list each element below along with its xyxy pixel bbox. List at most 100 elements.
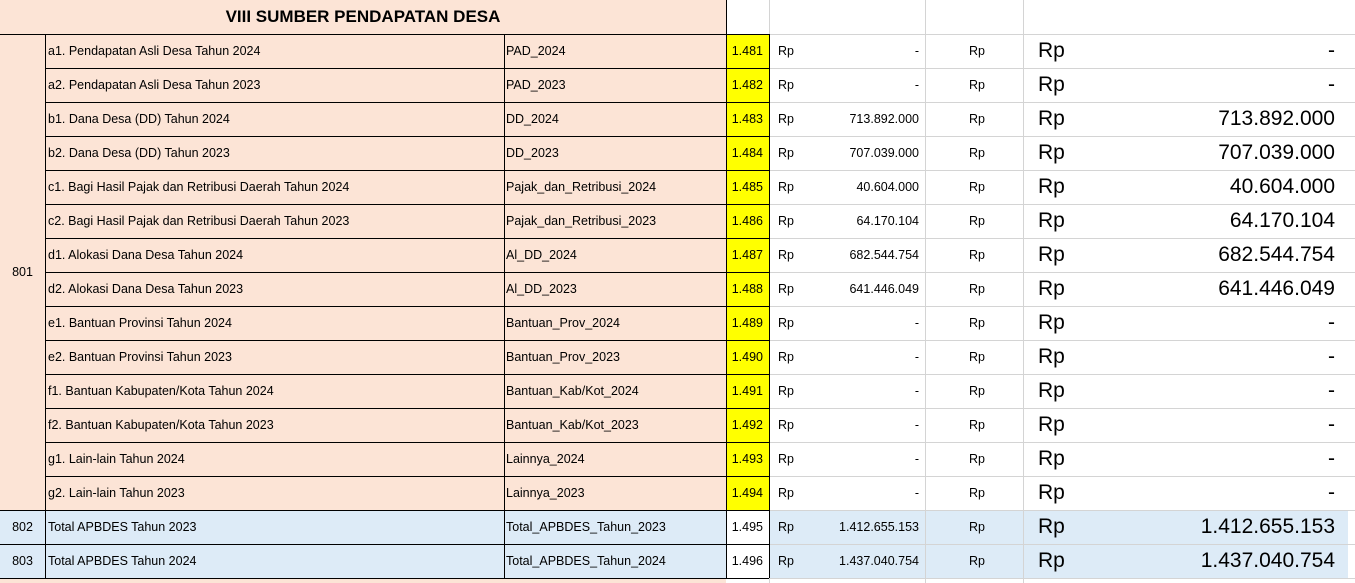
- currency-label[interactable]: Rp: [969, 248, 985, 262]
- row-code[interactable]: 1.495: [731, 520, 763, 534]
- row-variable-name[interactable]: Bantuan_Prov_2023: [506, 350, 620, 364]
- row-value[interactable]: 64.170.104: [856, 214, 919, 228]
- currency-label[interactable]: Rp: [969, 452, 985, 466]
- currency-label[interactable]: Rp: [969, 214, 985, 228]
- currency-label-large[interactable]: Rp: [1038, 39, 1065, 62]
- row-value[interactable]: 713.892.000: [849, 112, 919, 126]
- row-code[interactable]: 1.487: [731, 248, 763, 262]
- row-value[interactable]: 1.412.655.153: [839, 520, 919, 534]
- currency-label[interactable]: Rp: [778, 486, 794, 500]
- row-value-large[interactable]: -: [1328, 481, 1335, 504]
- row-value-large[interactable]: 40.604.000: [1229, 175, 1335, 198]
- currency-label[interactable]: Rp: [969, 316, 985, 330]
- currency-label[interactable]: Rp: [969, 418, 985, 432]
- row-label[interactable]: c1. Bagi Hasil Pajak dan Retribusi Daera…: [48, 180, 350, 194]
- row-label[interactable]: a2. Pendapatan Asli Desa Tahun 2023: [48, 78, 261, 92]
- currency-label[interactable]: Rp: [778, 384, 794, 398]
- row-label[interactable]: Total APBDES Tahun 2023: [48, 520, 197, 534]
- currency-label[interactable]: Rp: [969, 350, 985, 364]
- row-code[interactable]: 1.482: [731, 78, 763, 92]
- total-code[interactable]: 803: [12, 554, 33, 568]
- currency-label[interactable]: Rp: [778, 418, 794, 432]
- row-variable-name[interactable]: PAD_2024: [506, 44, 566, 58]
- group-code[interactable]: 801: [12, 265, 33, 279]
- currency-label[interactable]: Rp: [969, 78, 985, 92]
- currency-label[interactable]: Rp: [778, 180, 794, 194]
- row-value[interactable]: -: [914, 44, 919, 58]
- currency-label[interactable]: Rp: [778, 214, 794, 228]
- row-value-large[interactable]: 641.446.049: [1218, 277, 1335, 300]
- row-variable-name[interactable]: Bantuan_Kab/Kot_2023: [506, 418, 639, 432]
- row-label[interactable]: f2. Bantuan Kabupaten/Kota Tahun 2023: [48, 418, 274, 432]
- row-label[interactable]: b2. Dana Desa (DD) Tahun 2023: [48, 146, 230, 160]
- currency-label[interactable]: Rp: [778, 248, 794, 262]
- row-variable-name[interactable]: Total_APBDES_Tahun_2024: [506, 554, 666, 568]
- row-code[interactable]: 1.481: [731, 44, 763, 58]
- row-value-large[interactable]: -: [1328, 311, 1335, 334]
- currency-label[interactable]: Rp: [778, 350, 794, 364]
- currency-label-large[interactable]: Rp: [1038, 345, 1065, 368]
- currency-label-large[interactable]: Rp: [1038, 515, 1065, 538]
- row-code[interactable]: 1.484: [731, 146, 763, 160]
- row-value[interactable]: -: [914, 486, 919, 500]
- currency-label[interactable]: Rp: [969, 520, 985, 534]
- row-value-large[interactable]: -: [1328, 73, 1335, 96]
- row-label[interactable]: b1. Dana Desa (DD) Tahun 2024: [48, 112, 230, 126]
- row-value[interactable]: -: [914, 316, 919, 330]
- currency-label[interactable]: Rp: [778, 282, 794, 296]
- currency-label[interactable]: Rp: [969, 146, 985, 160]
- currency-label-large[interactable]: Rp: [1038, 413, 1065, 436]
- row-code[interactable]: 1.486: [731, 214, 763, 228]
- row-label[interactable]: a1. Pendapatan Asli Desa Tahun 2024: [48, 44, 261, 58]
- row-label[interactable]: g1. Lain-lain Tahun 2024: [48, 452, 185, 466]
- currency-label[interactable]: Rp: [969, 44, 985, 58]
- row-value-large[interactable]: 713.892.000: [1218, 107, 1335, 130]
- currency-label[interactable]: Rp: [778, 146, 794, 160]
- currency-label-large[interactable]: Rp: [1038, 481, 1065, 504]
- row-label[interactable]: d1. Alokasi Dana Desa Tahun 2024: [48, 248, 244, 262]
- currency-label-large[interactable]: Rp: [1038, 209, 1065, 232]
- row-code[interactable]: 1.496: [731, 554, 763, 568]
- row-value-large[interactable]: 1.437.040.754: [1200, 549, 1335, 572]
- row-value-large[interactable]: 1.412.655.153: [1200, 515, 1335, 538]
- currency-label-large[interactable]: Rp: [1038, 447, 1065, 470]
- currency-label[interactable]: Rp: [969, 384, 985, 398]
- row-variable-name[interactable]: Lainnya_2024: [506, 452, 585, 466]
- row-variable-name[interactable]: DD_2024: [506, 112, 559, 126]
- currency-label[interactable]: Rp: [969, 282, 985, 296]
- currency-label[interactable]: Rp: [969, 554, 985, 568]
- row-value-large[interactable]: 682.544.754: [1218, 243, 1335, 266]
- row-code[interactable]: 1.483: [731, 112, 763, 126]
- currency-label[interactable]: Rp: [778, 452, 794, 466]
- currency-label-large[interactable]: Rp: [1038, 243, 1065, 266]
- row-value[interactable]: 40.604.000: [856, 180, 919, 194]
- currency-label[interactable]: Rp: [778, 78, 794, 92]
- currency-label[interactable]: Rp: [969, 112, 985, 126]
- row-value-large[interactable]: -: [1328, 447, 1335, 470]
- row-code[interactable]: 1.485: [731, 180, 763, 194]
- row-value-large[interactable]: -: [1328, 379, 1335, 402]
- row-label[interactable]: g2. Lain-lain Tahun 2023: [48, 486, 185, 500]
- row-variable-name[interactable]: Pajak_dan_Retribusi_2023: [506, 214, 657, 228]
- currency-label-large[interactable]: Rp: [1038, 311, 1065, 334]
- row-value[interactable]: 641.446.049: [849, 282, 919, 296]
- row-variable-name[interactable]: Bantuan_Prov_2024: [506, 316, 620, 330]
- row-code[interactable]: 1.494: [731, 486, 763, 500]
- row-value[interactable]: -: [914, 350, 919, 364]
- row-value-large[interactable]: -: [1328, 413, 1335, 436]
- row-code[interactable]: 1.493: [731, 452, 763, 466]
- row-variable-name[interactable]: Lainnya_2023: [506, 486, 585, 500]
- row-value-large[interactable]: 707.039.000: [1218, 141, 1335, 164]
- row-variable-name[interactable]: Al_DD_2023: [506, 282, 577, 296]
- row-variable-name[interactable]: Total_APBDES_Tahun_2023: [506, 520, 666, 534]
- currency-label[interactable]: Rp: [778, 316, 794, 330]
- row-label[interactable]: c2. Bagi Hasil Pajak dan Retribusi Daera…: [48, 214, 350, 228]
- row-value[interactable]: 707.039.000: [849, 146, 919, 160]
- row-variable-name[interactable]: DD_2023: [506, 146, 559, 160]
- row-code[interactable]: 1.489: [731, 316, 763, 330]
- row-label[interactable]: e1. Bantuan Provinsi Tahun 2024: [48, 316, 232, 330]
- currency-label-large[interactable]: Rp: [1038, 379, 1065, 402]
- currency-label-large[interactable]: Rp: [1038, 107, 1065, 130]
- currency-label[interactable]: Rp: [778, 44, 794, 58]
- currency-label-large[interactable]: Rp: [1038, 73, 1065, 96]
